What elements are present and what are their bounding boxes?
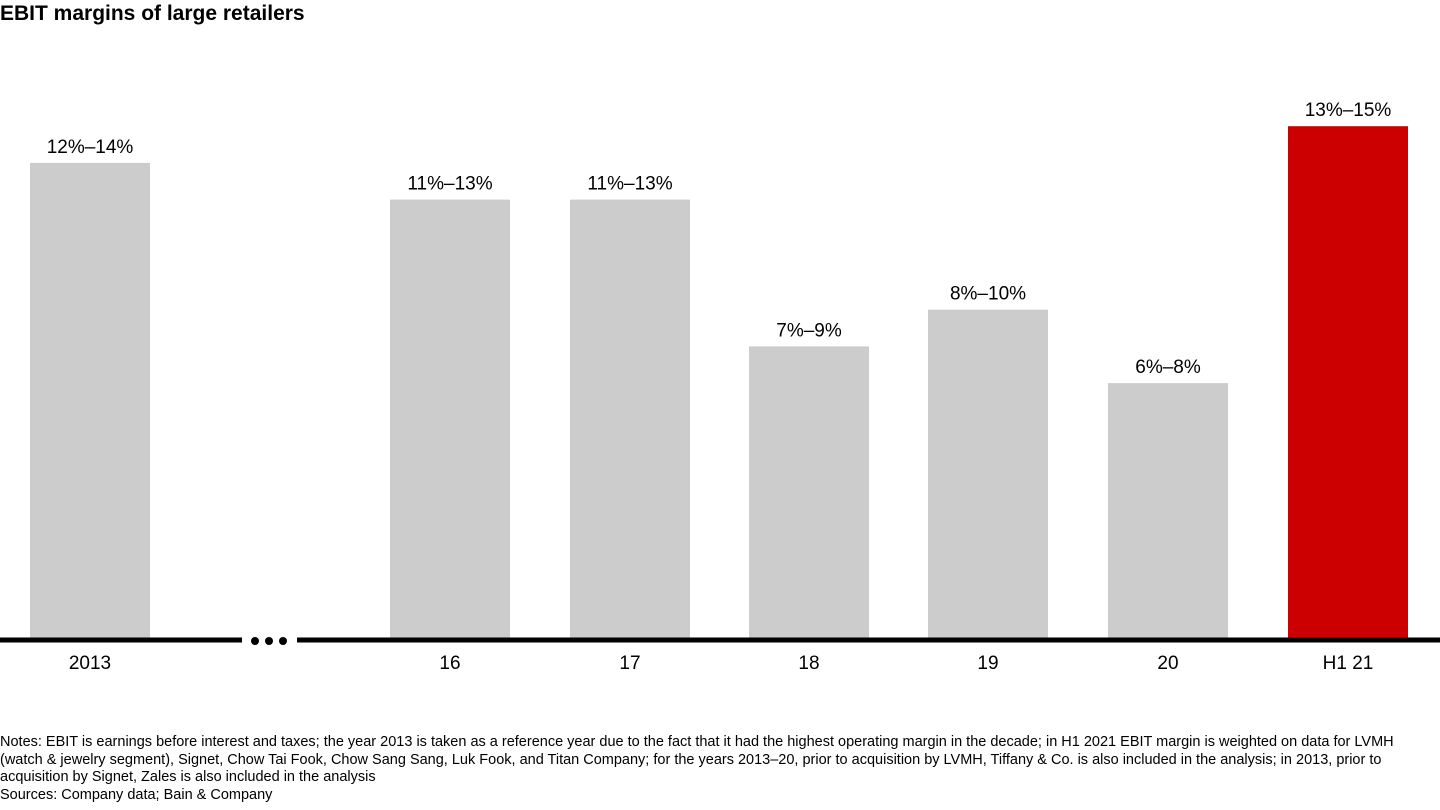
axis-break-dot	[265, 637, 273, 645]
bar	[30, 162, 150, 640]
bar	[1288, 126, 1408, 640]
x-tick-label: 17	[619, 653, 640, 674]
x-axis-line	[0, 637, 242, 643]
chart-title: EBIT margins of large retailers	[0, 2, 305, 25]
bar-chart: 12%–14% 2013 11%–13% 16 11%–13% 17 7%–9% 18 8%–1…	[0, 100, 1440, 674]
axis-break-dot	[279, 637, 287, 645]
notes-text: Notes: EBIT is earnings before interest …	[0, 734, 1394, 785]
sources-text: Sources: Company data; Bain & Company	[0, 786, 273, 803]
footnotes: Notes: EBIT is earnings before interest …	[0, 734, 1440, 804]
x-tick-label: H1 21	[1323, 653, 1374, 674]
x-axis-line	[297, 637, 1440, 643]
data-label: 11%–13%	[407, 174, 492, 195]
x-tick-label: 19	[977, 653, 998, 674]
data-label: 7%–9%	[776, 320, 842, 341]
bar	[570, 199, 690, 640]
x-tick-label: 2013	[69, 653, 111, 674]
data-label: 12%–14%	[47, 137, 134, 158]
data-label: 8%–10%	[950, 284, 1026, 305]
data-label: 6%–8%	[1135, 357, 1201, 378]
x-tick-label: 20	[1157, 653, 1178, 674]
x-tick-label: 16	[439, 653, 460, 674]
data-label: 11%–13%	[587, 174, 672, 195]
axis-break-dot	[251, 637, 259, 645]
data-label: 13%–15%	[1305, 100, 1392, 121]
x-tick-label: 18	[798, 653, 819, 674]
bar	[1108, 383, 1228, 640]
bar	[390, 199, 510, 640]
bar	[928, 309, 1048, 640]
bar	[749, 346, 869, 640]
